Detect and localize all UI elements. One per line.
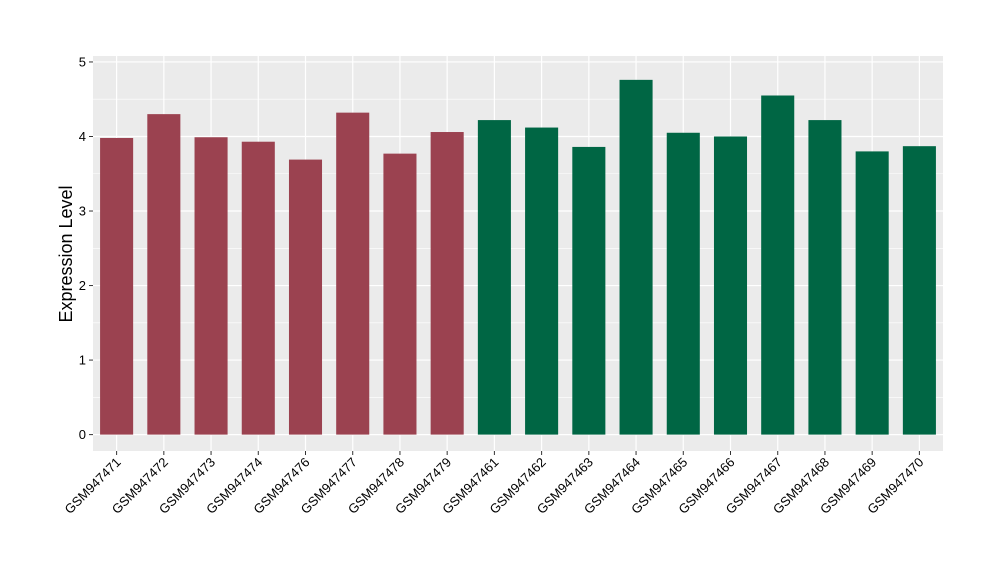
plot-panel: [93, 56, 943, 451]
x-axis: GSM947471GSM947472GSM947473GSM947474GSM9…: [62, 451, 927, 517]
bar-GSM947473: [194, 137, 228, 435]
bar-GSM947474: [241, 141, 275, 435]
bar-GSM947461: [477, 120, 511, 435]
bar-GSM947468: [808, 120, 842, 435]
bar-GSM947476: [288, 159, 323, 435]
y-tick-label: 0: [79, 427, 86, 442]
bar-GSM947477: [336, 112, 370, 435]
y-tick-label: 5: [79, 54, 86, 69]
bar-GSM947464: [619, 79, 653, 435]
bar-GSM947463: [572, 146, 606, 435]
y-tick-label: 1: [79, 353, 86, 368]
bars-group: [100, 79, 936, 435]
bar-GSM947472: [147, 114, 181, 435]
bar-GSM947478: [383, 153, 417, 435]
y-tick-label: 2: [79, 278, 86, 293]
bar-GSM947471: [100, 137, 134, 435]
y-axis: 0 1 2 3 4 5: [79, 54, 93, 442]
bar-GSM947466: [713, 136, 748, 435]
bar-GSM947462: [525, 127, 559, 435]
y-tick-label: 4: [79, 129, 86, 144]
bar-GSM947470: [902, 146, 936, 435]
bar-GSM947479: [430, 132, 464, 435]
y-axis-title: Expression Level: [56, 185, 76, 322]
bar-GSM947467: [761, 95, 795, 435]
y-tick-label: 3: [79, 204, 86, 219]
bar-GSM947469: [855, 151, 889, 435]
bar-GSM947465: [666, 132, 700, 435]
